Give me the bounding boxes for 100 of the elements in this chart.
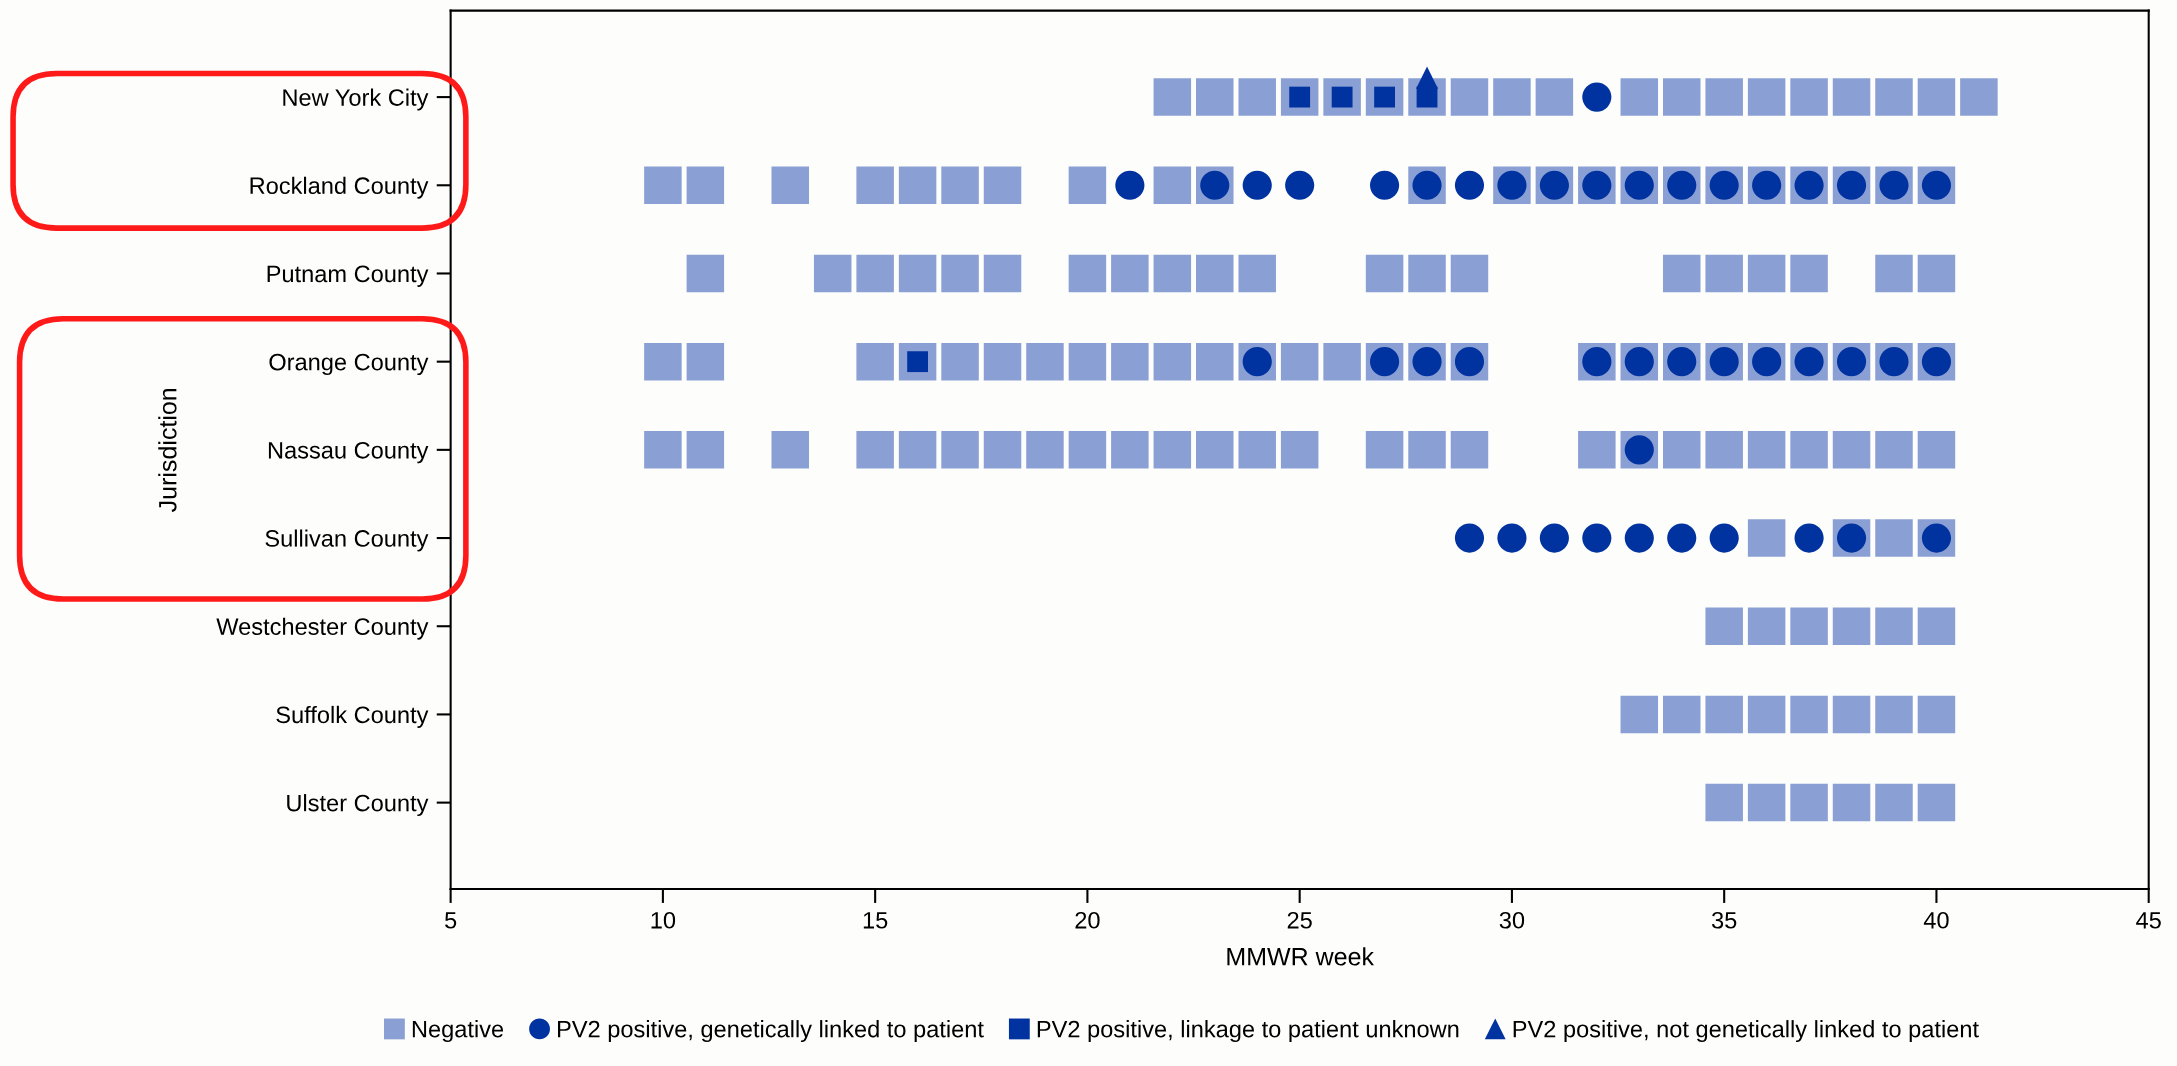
point — [1875, 78, 1913, 116]
point — [1662, 431, 1701, 469]
point — [1238, 431, 1276, 469]
x-axis-title: MMWR week — [1227, 947, 1375, 966]
point — [1369, 170, 1400, 200]
point — [856, 431, 894, 469]
x-tick-label: 30 — [1499, 911, 1525, 929]
x-tick-label: 10 — [651, 911, 676, 929]
point — [686, 342, 725, 381]
point — [771, 431, 809, 469]
point — [1917, 783, 1956, 822]
point — [1709, 523, 1739, 553]
point — [983, 431, 1022, 469]
point — [1026, 431, 1064, 469]
point — [813, 254, 852, 293]
point — [1705, 254, 1743, 293]
point — [1747, 695, 1786, 734]
point — [983, 254, 1022, 293]
point — [644, 342, 682, 381]
point — [941, 342, 979, 381]
point — [1535, 78, 1574, 116]
point — [1153, 342, 1192, 381]
legend-label: PV2 positive, genetically linked to patient — [558, 1020, 984, 1043]
point — [1408, 431, 1446, 469]
point — [1875, 431, 1913, 469]
point — [1497, 523, 1527, 553]
point — [686, 254, 725, 293]
point — [1832, 695, 1871, 734]
y-tick-label: Nassau County — [268, 441, 429, 464]
point — [1242, 170, 1272, 200]
point — [1408, 254, 1446, 293]
point — [1662, 254, 1701, 293]
point — [1365, 254, 1404, 293]
point — [1747, 431, 1786, 469]
point — [941, 166, 979, 205]
point — [1153, 166, 1192, 205]
point — [856, 166, 894, 205]
point — [686, 166, 725, 205]
point — [1832, 431, 1871, 469]
point — [856, 342, 894, 381]
legend-label: Negative — [412, 1020, 504, 1043]
x-tick-label: 35 — [1711, 911, 1737, 929]
point — [1875, 519, 1913, 557]
point — [1026, 342, 1064, 381]
point — [686, 431, 725, 469]
point — [941, 254, 979, 293]
point — [1832, 607, 1871, 645]
point — [771, 166, 809, 205]
y-tick-label: Sullivan County — [265, 529, 429, 552]
point — [1747, 78, 1786, 116]
point — [1790, 695, 1828, 734]
point — [1747, 519, 1786, 557]
point — [898, 254, 937, 293]
point — [1578, 431, 1616, 469]
point — [1832, 78, 1871, 116]
point — [1280, 342, 1319, 381]
point — [1539, 523, 1569, 553]
x-tick-label: 15 — [863, 912, 888, 929]
point — [1790, 607, 1828, 645]
point — [1747, 607, 1786, 645]
point — [1493, 78, 1531, 116]
point — [898, 166, 937, 205]
y-tick-label: New York City — [283, 88, 429, 111]
x-tick-label: 25 — [1287, 911, 1312, 929]
point — [644, 431, 682, 469]
point — [1323, 342, 1361, 381]
point — [983, 166, 1022, 205]
y-tick-label: Orange County — [269, 353, 429, 376]
point — [644, 166, 682, 205]
point — [1620, 78, 1659, 116]
point — [1790, 783, 1828, 822]
y-tick-label: Putnam County — [267, 265, 429, 287]
y-tick-label: Suffolk County — [276, 705, 429, 728]
point — [1875, 695, 1913, 734]
point — [1620, 695, 1659, 734]
point — [1662, 78, 1701, 116]
point — [1196, 431, 1234, 469]
legend-label: PV2 positive, linkage to patient unknown — [1037, 1020, 1459, 1043]
point — [1153, 254, 1192, 293]
point — [1196, 254, 1234, 293]
point — [1875, 783, 1913, 822]
point — [1875, 254, 1913, 293]
point — [1790, 78, 1828, 116]
point — [1153, 78, 1192, 116]
point — [1705, 78, 1743, 116]
point — [1662, 695, 1701, 734]
point — [1917, 431, 1956, 469]
point — [1960, 78, 1998, 116]
y-tick-label: Ulster County — [287, 794, 429, 817]
point — [1747, 783, 1786, 822]
point — [898, 431, 937, 469]
point — [1917, 254, 1956, 293]
point — [1832, 783, 1871, 822]
point — [1280, 431, 1319, 469]
point — [1115, 170, 1145, 200]
point — [1068, 254, 1107, 293]
point — [1196, 342, 1234, 381]
point — [1068, 431, 1107, 469]
point — [1068, 166, 1107, 205]
point — [1917, 607, 1956, 645]
